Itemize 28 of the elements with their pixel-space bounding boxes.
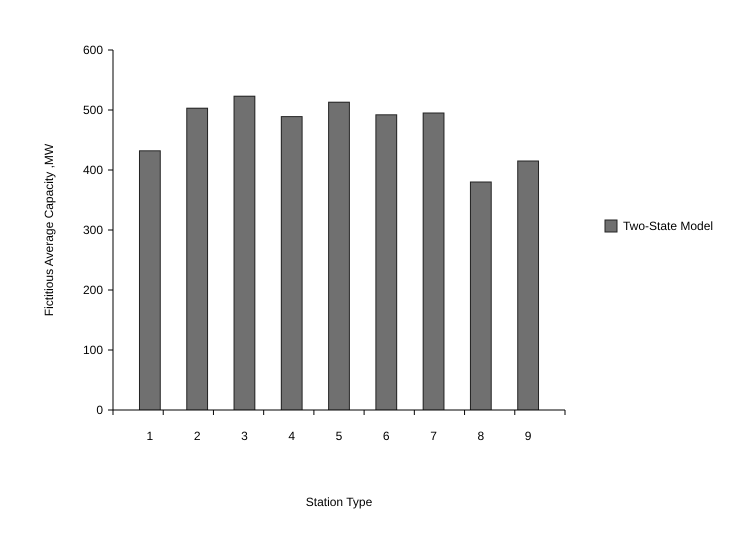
bar [234, 96, 256, 410]
x-tick-label: 1 [146, 429, 154, 443]
x-tick-label: 7 [430, 429, 438, 443]
y-tick-label: 300 [82, 223, 104, 238]
y-axis-title: Fictitious Average Capacity ,MW [42, 143, 56, 316]
bar [422, 112, 444, 410]
y-tick-label: 200 [82, 283, 104, 298]
x-axis-title: Station Type [306, 495, 373, 509]
y-tick-label: 0 [96, 403, 104, 418]
y-tick-label: 400 [82, 163, 104, 178]
bar [470, 182, 492, 410]
y-tick-label: 500 [82, 103, 104, 118]
x-tick-label: 8 [477, 429, 484, 443]
bar [186, 108, 208, 410]
y-tick-label: 600 [82, 43, 104, 58]
x-tick-label: 6 [382, 429, 390, 443]
bar [517, 160, 540, 410]
bar [280, 116, 303, 410]
x-tick-label: 2 [194, 429, 201, 443]
legend-label: Two-State Model [623, 219, 714, 234]
x-tick-label: 5 [336, 429, 343, 443]
bar [328, 102, 350, 410]
x-tick-label: 4 [288, 429, 296, 443]
bar [138, 150, 161, 410]
y-tick-label: 100 [82, 343, 104, 358]
x-tick-label: 3 [241, 429, 248, 443]
bar [375, 114, 398, 410]
x-tick-label: 9 [524, 429, 532, 443]
